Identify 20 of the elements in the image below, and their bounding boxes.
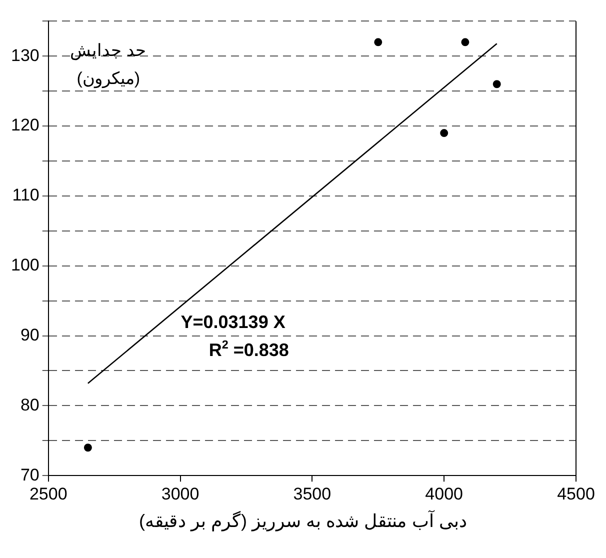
x-axis-title: دبی آب منتقل شده به سرریز (گرم بر دقیقه) <box>138 510 468 532</box>
y-tick-label: 70 <box>20 465 40 484</box>
point <box>461 38 470 46</box>
x-tick-label: 4000 <box>425 484 464 504</box>
x-tick-label: 4500 <box>557 484 595 504</box>
y-axis-title: حد جدایش (میکرون) <box>70 40 147 89</box>
y-tick-label: 130 <box>10 46 40 65</box>
point <box>492 80 501 88</box>
y-tick-label: 80 <box>20 395 40 414</box>
annotation: Y=0.03139 X <box>180 312 286 332</box>
x-tick-label: 3500 <box>293 484 332 504</box>
x-tick-label: 3000 <box>161 484 200 504</box>
y-tick-label: 100 <box>10 256 40 275</box>
y-tick-label: 120 <box>10 116 40 135</box>
x-tick-label: 2500 <box>29 484 68 504</box>
point <box>374 38 382 46</box>
point <box>84 444 92 452</box>
y-tick-label: 110 <box>12 186 40 205</box>
y-tick-label: 90 <box>20 325 40 344</box>
point <box>440 129 448 138</box>
